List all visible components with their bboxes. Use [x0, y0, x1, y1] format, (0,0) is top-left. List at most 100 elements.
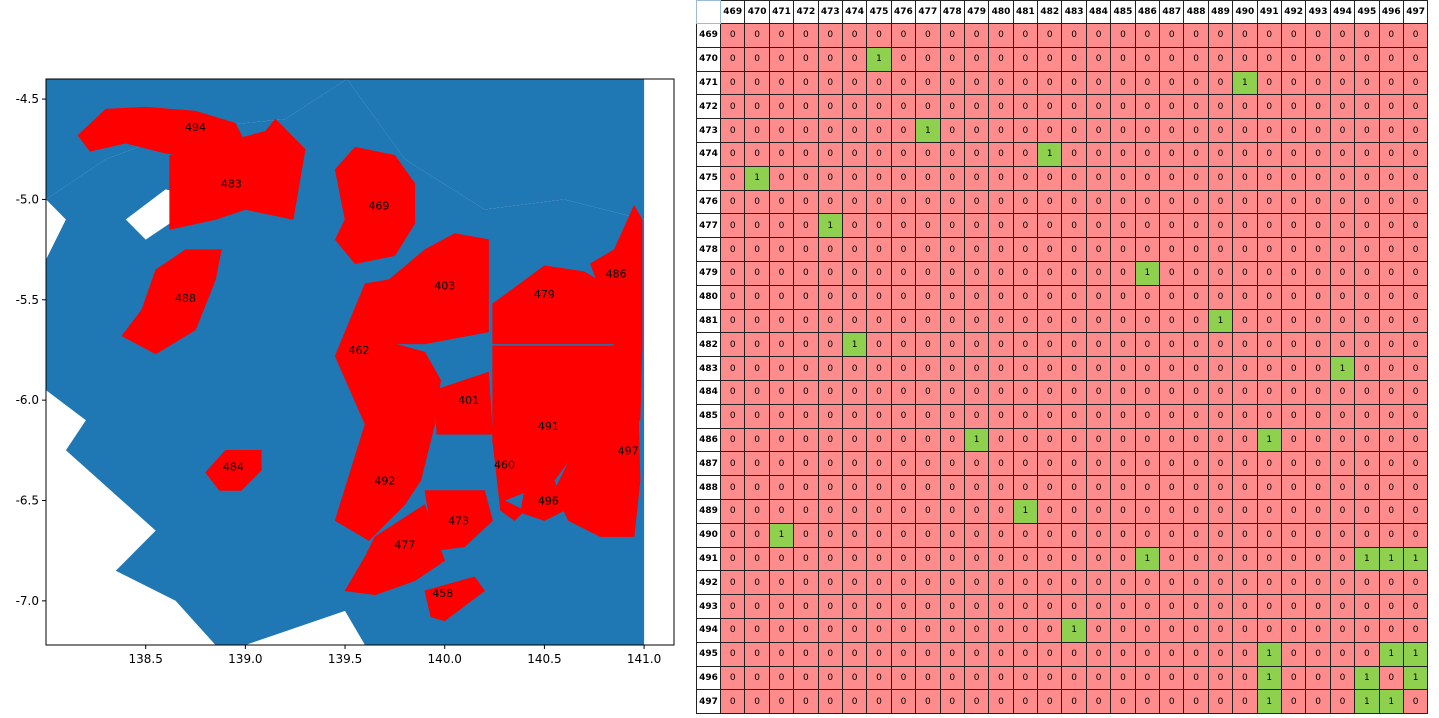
matrix-cell: 0 — [1280, 118, 1307, 143]
matrix-cell: 0 — [1232, 237, 1258, 262]
matrix-cell: 0 — [1110, 546, 1136, 572]
matrix-cell: 0 — [841, 451, 868, 477]
matrix-cell: 0 — [1037, 332, 1063, 358]
matrix-cell: 0 — [1402, 522, 1429, 548]
matrix-cell: 0 — [1134, 451, 1161, 477]
matrix-cell: 0 — [1256, 546, 1282, 572]
region-label-458: 458 — [432, 587, 453, 600]
matrix-cell: 0 — [890, 141, 917, 167]
matrix-cell: 0 — [988, 594, 1014, 619]
matrix-cell: 0 — [890, 189, 917, 215]
matrix-cell: 0 — [841, 570, 868, 596]
matrix-cell: 0 — [1280, 665, 1307, 691]
matrix-cell: 0 — [1378, 475, 1404, 500]
table-row: 491 0 0 0 0 0 0 0 0 0 0 0 0 0 0 0 0 0 1 0 0 0 0 0 0 0 0 1 1 1 — [696, 546, 1429, 572]
matrix-cell: 0 — [1183, 237, 1209, 262]
matrix-cell: 0 — [988, 498, 1014, 524]
matrix-cell: 0 — [890, 213, 917, 239]
matrix-cell: 0 — [1280, 451, 1307, 477]
matrix-cell: 0 — [1329, 617, 1356, 643]
matrix-cell: 0 — [1280, 308, 1307, 334]
matrix-cell: 0 — [719, 94, 746, 120]
matrix-cell: 0 — [744, 427, 770, 453]
column-header-491: 491 — [1256, 0, 1282, 24]
matrix-cell: 0 — [719, 498, 746, 524]
matrix-cell: 0 — [1354, 118, 1380, 143]
matrix-cell: 0 — [963, 379, 990, 405]
matrix-cell: 0 — [1207, 260, 1234, 286]
matrix-cell: 0 — [793, 141, 819, 167]
matrix-cell: 0 — [793, 237, 819, 262]
matrix-cell: 0 — [939, 427, 965, 453]
region-label-460: 460 — [494, 458, 515, 471]
matrix-cell: 0 — [817, 332, 843, 358]
matrix-cell: 0 — [817, 617, 843, 643]
matrix-cell: 0 — [793, 689, 819, 715]
matrix-cell: 0 — [1012, 23, 1039, 48]
matrix-cell: 0 — [915, 356, 941, 381]
matrix-cell: 0 — [744, 403, 770, 429]
matrix-cell: 0 — [963, 237, 990, 262]
matrix-cell: 0 — [1232, 118, 1258, 143]
y-tick-label: -6.0 — [16, 393, 39, 407]
table-row: 486 0 0 0 0 0 0 0 0 0 0 1 0 0 0 0 0 0 0 0 0 0 0 1 0 0 0 0 0 0 — [696, 427, 1429, 453]
matrix-cell: 0 — [1329, 570, 1356, 596]
matrix-cell: 0 — [1159, 23, 1185, 48]
matrix-cell: 0 — [1159, 284, 1185, 310]
matrix-cell: 0 — [866, 332, 892, 358]
matrix-cell: 0 — [1037, 260, 1063, 286]
matrix-cell: 0 — [841, 94, 868, 120]
matrix-cell: 0 — [1085, 213, 1112, 239]
row-header-497: 497 — [696, 689, 721, 715]
matrix-cell: 0 — [744, 284, 770, 310]
matrix-cell: 0 — [1280, 356, 1307, 381]
matrix-cell: 0 — [744, 213, 770, 239]
matrix-cell: 0 — [1329, 23, 1356, 48]
matrix-cell: 0 — [719, 165, 746, 191]
matrix-cell: 0 — [988, 94, 1014, 120]
matrix-cell: 0 — [1378, 213, 1404, 239]
matrix-cell: 0 — [1329, 213, 1356, 239]
matrix-cell: 0 — [1012, 332, 1039, 358]
matrix-cell: 0 — [768, 213, 795, 239]
matrix-cell: 0 — [988, 23, 1014, 48]
matrix-cell: 0 — [915, 475, 941, 500]
table-row: 480 0 0 0 0 0 0 0 0 0 0 0 0 0 0 0 0 0 0 0 0 0 0 0 0 0 0 0 0 0 — [696, 284, 1429, 310]
region-map: 4944834694884034794864624014914974604964… — [16, 78, 675, 666]
matrix-cell: 0 — [817, 141, 843, 167]
matrix-cell: 0 — [1207, 665, 1234, 691]
matrix-cell: 0 — [963, 689, 990, 715]
matrix-cell: 0 — [1305, 641, 1331, 667]
matrix-cell: 0 — [1256, 46, 1282, 72]
matrix-cell: 0 — [866, 165, 892, 191]
matrix-cell: 0 — [1134, 46, 1161, 72]
matrix-cell: 0 — [1305, 165, 1331, 191]
matrix-cell: 1 — [1012, 498, 1039, 524]
matrix-cell: 0 — [890, 94, 917, 120]
matrix-cell: 0 — [1207, 118, 1234, 143]
column-header-493: 493 — [1305, 0, 1331, 24]
y-tick-label: -7.0 — [16, 594, 39, 608]
matrix-cell: 0 — [1329, 498, 1356, 524]
row-header-482: 482 — [696, 332, 721, 358]
region-label-403: 403 — [434, 280, 455, 293]
matrix-cell: 0 — [1280, 189, 1307, 215]
y-tick-label: -5.5 — [16, 293, 39, 307]
region-label-469: 469 — [368, 199, 389, 212]
matrix-cell: 0 — [1183, 189, 1209, 215]
matrix-cell: 0 — [1110, 141, 1136, 167]
matrix-cell: 0 — [1061, 356, 1087, 381]
matrix-cell: 0 — [768, 546, 795, 572]
matrix-cell: 0 — [1329, 237, 1356, 262]
matrix-cell: 0 — [841, 498, 868, 524]
matrix-cell: 0 — [915, 379, 941, 405]
table-row: 487 0 0 0 0 0 0 0 0 0 0 0 0 0 0 0 0 0 0 0 0 0 0 0 0 0 0 0 0 0 — [696, 451, 1429, 477]
matrix-cell: 0 — [1354, 332, 1380, 358]
matrix-cell: 0 — [1207, 237, 1234, 262]
matrix-cell: 0 — [1329, 546, 1356, 572]
matrix-cell: 0 — [1012, 189, 1039, 215]
matrix-cell: 0 — [1305, 237, 1331, 262]
matrix-cell: 0 — [939, 308, 965, 334]
matrix-cell: 0 — [866, 641, 892, 667]
table-row: 470 0 0 0 0 0 0 1 0 0 0 0 0 0 0 0 0 0 0 0 0 0 0 0 0 0 0 0 0 0 — [696, 46, 1429, 72]
